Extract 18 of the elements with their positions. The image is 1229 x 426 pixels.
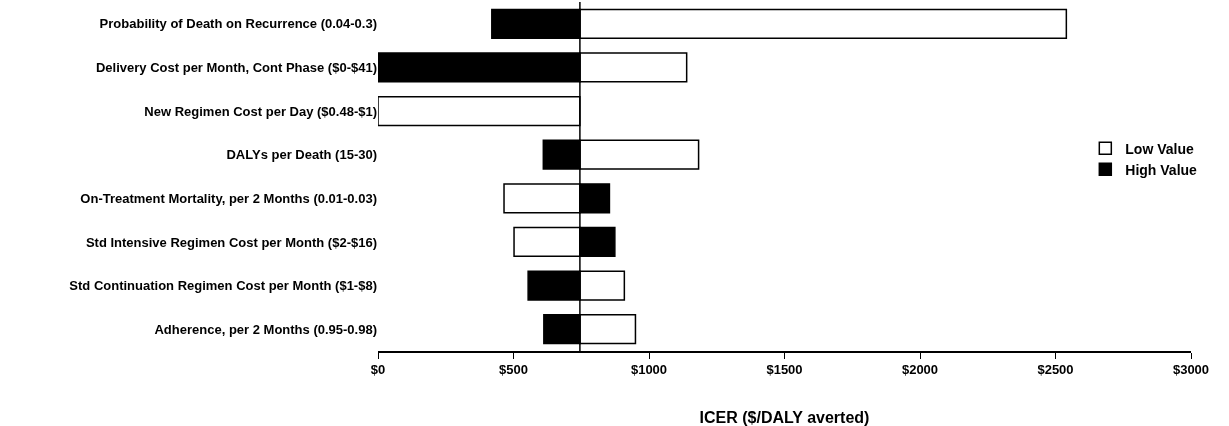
x-axis-title: ICER ($/DALY averted): [699, 408, 870, 426]
x-tick-label: $2000: [901, 362, 939, 378]
x-tick-label: $3000: [1172, 362, 1210, 378]
y-tick-label: Std Intensive Regimen Cost per Month ($2-$16): [85, 234, 377, 250]
y-tick-label: Adherence, per 2 Months (0.95-0.98): [154, 321, 377, 337]
y-tick-label: On-Treatment Mortality, per 2 Months (0.01-0.03): [80, 190, 377, 206]
x-tick-label: $500: [499, 362, 528, 378]
x-tick-label: $2500: [1037, 362, 1074, 378]
legend-label: Low Value: [1125, 140, 1194, 157]
y-tick-label: Delivery Cost per Month, Cont Phase ($0-$41): [95, 59, 377, 75]
y-tick-label: DALYs per Death (15-30): [226, 147, 377, 163]
y-tick-label: New Regimen Cost per Day ($0.48-$1): [144, 103, 377, 119]
legend-label: High Value: [1125, 161, 1198, 178]
y-tick-label: Probability of Death on Recurrence (0.04-0.3): [99, 16, 377, 32]
x-tick-label: $0: [370, 362, 386, 378]
x-tick-label: $1500: [766, 362, 803, 378]
x-tick-label: $1000: [630, 362, 668, 378]
y-tick-label: Std Continuation Regimen Cost per Month ($1-$8): [69, 278, 377, 294]
